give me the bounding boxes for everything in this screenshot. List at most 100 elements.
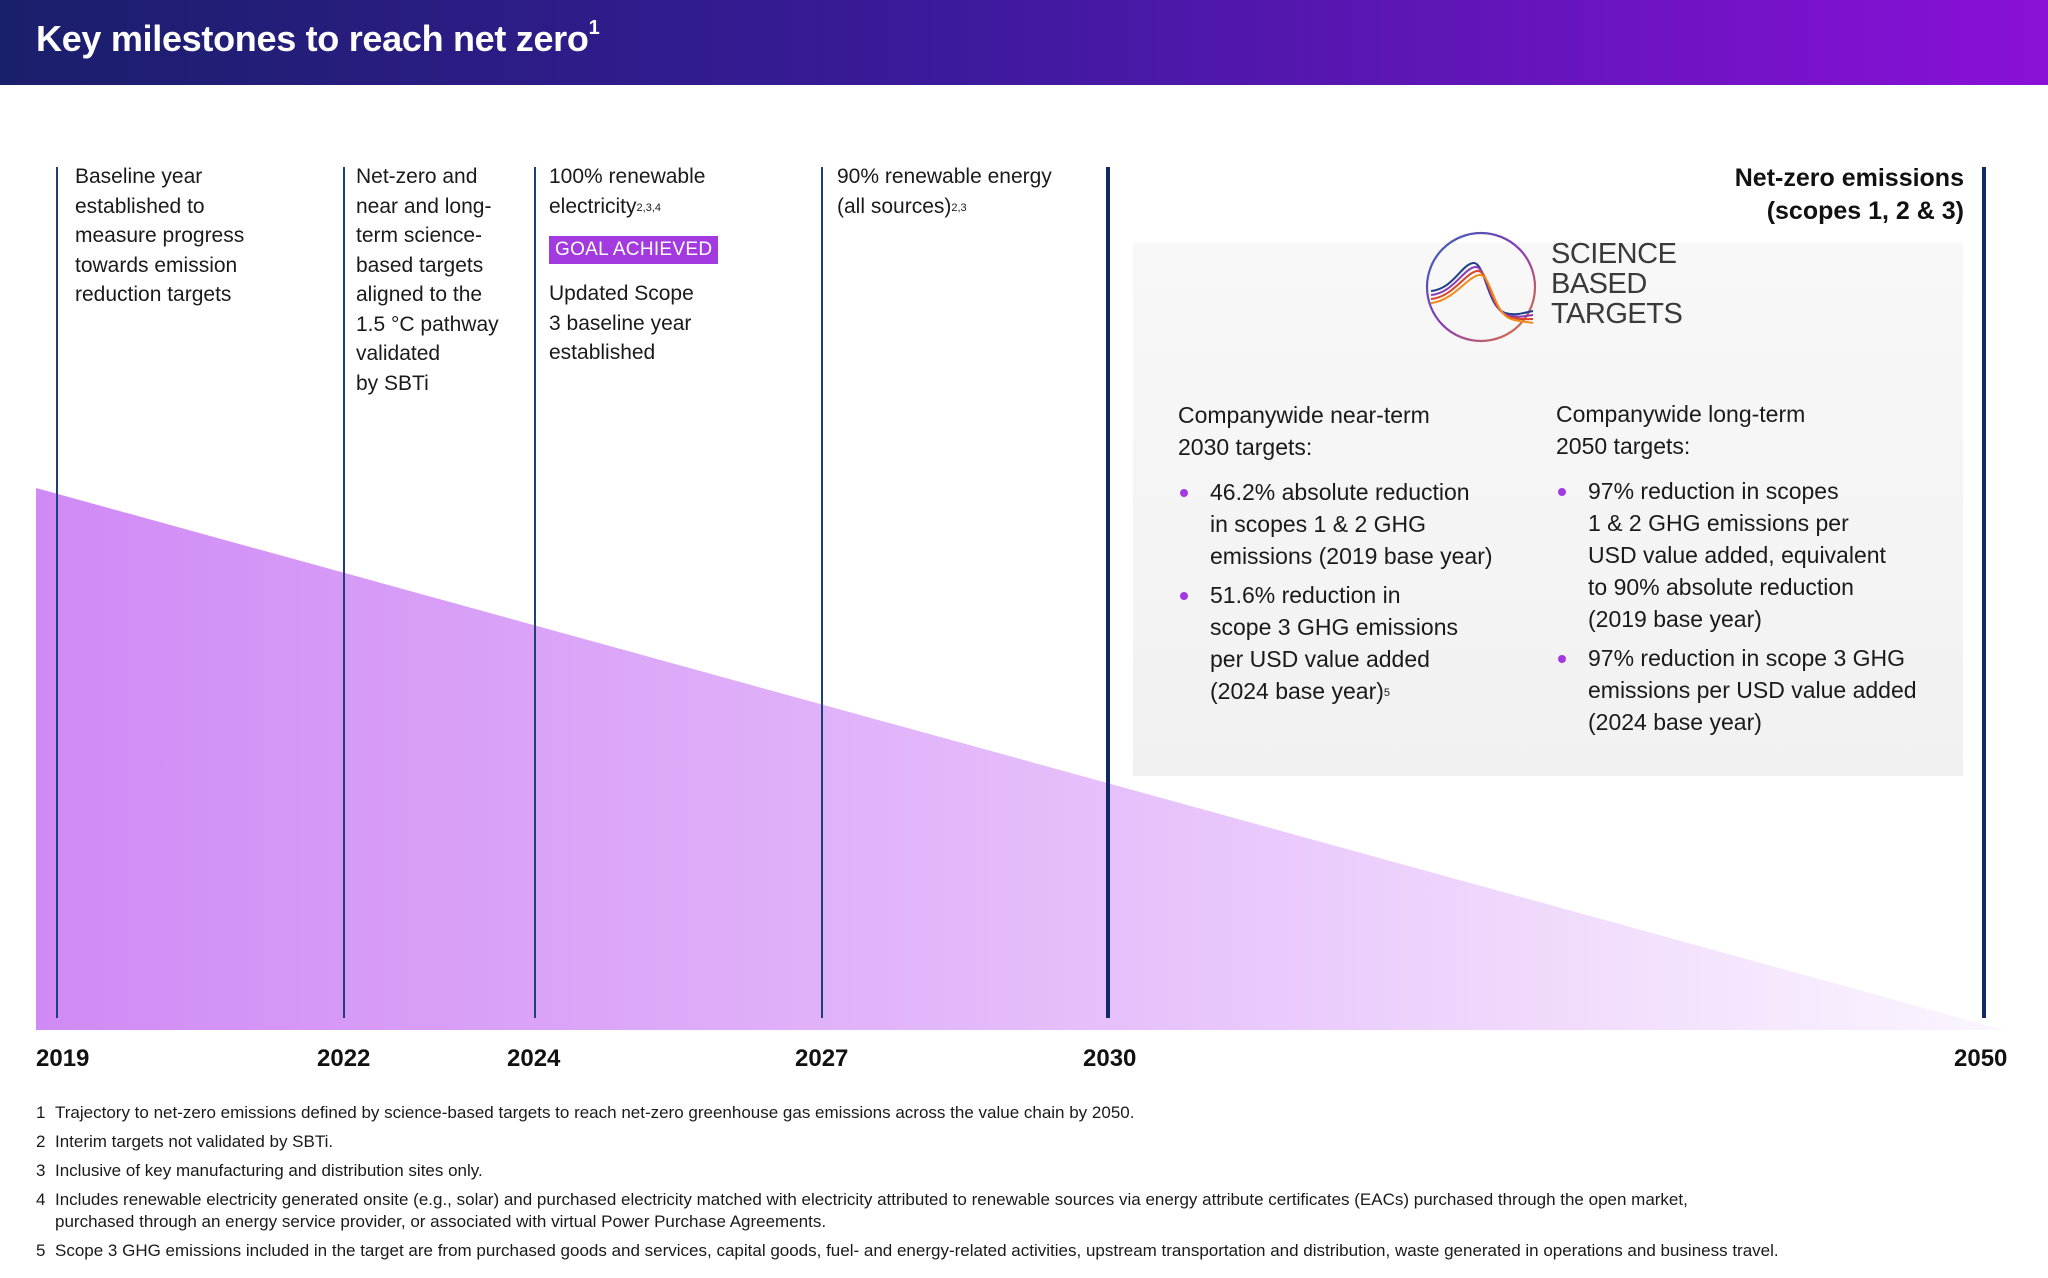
milestone-2024-line: 100% renewable xyxy=(549,165,706,188)
bullet-dot xyxy=(1180,489,1188,497)
timeline-line-2050 xyxy=(1982,167,1986,1018)
milestone-2027-line2-text: (all sources) xyxy=(837,194,952,218)
near-term-item-line: 51.6% reduction in xyxy=(1210,582,1401,608)
milestone-2022-line: aligned to the xyxy=(356,283,483,306)
year-label-2030: 2030 xyxy=(1083,1045,1137,1072)
long-term-item-line: (2019 base year) xyxy=(1588,606,1762,632)
timeline-line-2019 xyxy=(56,167,58,1018)
milestone-2027-line: 90% renewable energy xyxy=(837,165,1052,188)
near-term-item: 51.6% reduction in scope 3 GHG emissions… xyxy=(1178,579,1493,707)
near-term-item-line: (2024 base year)5 xyxy=(1210,675,1493,707)
header-banner: Key milestones to reach net zero1 xyxy=(0,0,2048,85)
footnote-text: Interim targets not validated by SBTi. xyxy=(55,1132,334,1151)
near-term-item-line: emissions (2019 base year) xyxy=(1210,543,1493,569)
long-term-heading-line: 2050 targets: xyxy=(1556,433,1691,459)
timeline-line-2022 xyxy=(343,167,345,1018)
near-term-item-line: 46.2% absolute reduction xyxy=(1210,479,1470,505)
footnote-number: 5 xyxy=(36,1241,46,1260)
milestone-2022-line: near and long- xyxy=(356,194,492,218)
long-term-item: 97% reduction in scopes 1 & 2 GHG emissi… xyxy=(1556,475,1917,635)
milestone-2024-extra-line: 3 baseline year xyxy=(549,311,692,335)
footnote: 2 Interim targets not validated by SBTi. xyxy=(36,1131,2026,1153)
footnote-text: Inclusive of key manufacturing and distr… xyxy=(55,1161,483,1180)
long-term-item-line: to 90% absolute reduction xyxy=(1588,574,1854,600)
sbt-logo-line: SCIENCE xyxy=(1551,238,1677,270)
net-zero-title-line: Net-zero emissions xyxy=(1734,164,1964,192)
long-term-item-line: 97% reduction in scopes xyxy=(1588,478,1839,504)
milestone-2019-line: measure progress xyxy=(75,224,245,247)
footnote-number: 4 xyxy=(36,1190,46,1209)
footnote: 5 Scope 3 GHG emissions included in the t… xyxy=(36,1240,2026,1262)
long-term-item-line: USD value added, equivalent xyxy=(1588,542,1886,568)
milestone-2024-extra: Updated Scope 3 baseline year establishe… xyxy=(549,279,694,368)
milestone-2024-line2-text: electricity xyxy=(549,194,637,218)
footnote-text: purchased through an energy service prov… xyxy=(55,1212,827,1231)
long-term-item-line: emissions per USD value added xyxy=(1588,677,1917,703)
year-label-2019: 2019 xyxy=(36,1045,90,1072)
footnote: 1 Trajectory to net-zero emissions define… xyxy=(36,1102,2026,1124)
year-label-2050: 2050 xyxy=(1954,1045,2008,1072)
milestone-2019-text: Baseline year established to measure pro… xyxy=(75,162,244,310)
near-term-item-line: in scopes 1 & 2 GHG xyxy=(1210,511,1427,537)
timeline-line-2027 xyxy=(821,167,823,1018)
near-term-item-line: per USD value added xyxy=(1210,646,1430,672)
milestone-2022-line: by SBTi xyxy=(356,371,429,395)
milestone-2024-extra-line: Updated Scope xyxy=(549,282,694,305)
footnote-ref: 2,3 xyxy=(951,201,967,214)
long-term-item-line: 97% reduction in scope 3 GHG xyxy=(1588,645,1906,671)
sbt-logo-line: BASED xyxy=(1551,268,1647,300)
milestone-2024-line: electricity2,3,4 xyxy=(549,192,705,222)
footnote-ref: 2,3,4 xyxy=(636,201,661,214)
net-zero-title: Net-zero emissions (scopes 1, 2 & 3) xyxy=(1735,162,1964,228)
milestone-2024-text: 100% renewable electricity2,3,4 xyxy=(549,162,705,221)
science-based-targets-icon xyxy=(1425,231,1537,343)
milestone-2019-line: towards emission xyxy=(75,253,238,277)
milestone-2024-extra-line: established xyxy=(549,341,656,364)
footnote-text: Scope 3 GHG emissions included in the ta… xyxy=(55,1241,1779,1260)
title-footnote-ref: 1 xyxy=(588,17,600,39)
bullet-dot xyxy=(1180,592,1188,600)
milestone-2022-text: Net-zero and near and long- term science… xyxy=(356,162,499,398)
goal-achieved-badge: GOAL ACHIEVED xyxy=(549,236,719,264)
footnote-number: 2 xyxy=(36,1132,46,1151)
page-title: Key milestones to reach net zero1 xyxy=(36,17,600,60)
footnote-text: Includes renewable electricity generated… xyxy=(55,1190,1688,1209)
year-label-2022: 2022 xyxy=(317,1045,371,1072)
net-zero-title-line: (scopes 1, 2 & 3) xyxy=(1766,197,1964,225)
footnote: 3 Inclusive of key manufacturing and dist… xyxy=(36,1160,2026,1182)
sbt-logo-text: SCIENCE BASED TARGETS xyxy=(1551,238,1683,330)
long-term-item-line: 1 & 2 GHG emissions per xyxy=(1588,510,1849,536)
footnotes: 1 Trajectory to net-zero emissions define… xyxy=(36,1102,2026,1269)
milestone-2022-line: 1.5 °C pathway xyxy=(356,312,499,336)
milestone-2022-line: Net-zero and xyxy=(356,165,478,188)
trajectory-area xyxy=(36,488,2004,1030)
year-label-2024: 2024 xyxy=(507,1045,561,1072)
footnote: 4 Includes renewable electricity generate… xyxy=(36,1189,2026,1233)
long-term-heading-line: Companywide long-term xyxy=(1556,401,1806,427)
footnote-ref: 5 xyxy=(1383,687,1391,699)
long-term-item: 97% reduction in scope 3 GHG emissions p… xyxy=(1556,642,1917,738)
near-term-item-text: (2024 base year) xyxy=(1210,678,1384,704)
milestone-2019-line: established to xyxy=(75,194,205,218)
long-term-item-line: (2024 base year) xyxy=(1588,709,1762,735)
footnote-text: Trajectory to net-zero emissions defined… xyxy=(55,1103,1135,1122)
footnote-number: 3 xyxy=(36,1161,46,1180)
timeline-line-2030 xyxy=(1106,167,1110,1018)
near-term-list: 46.2% absolute reduction in scopes 1 & 2… xyxy=(1178,476,1493,714)
emissions-trajectory-wedge xyxy=(36,488,2004,1030)
timeline-line-2024 xyxy=(534,167,536,1018)
milestone-2027-line: (all sources)2,3 xyxy=(837,192,1052,222)
year-label-2027: 2027 xyxy=(795,1045,849,1072)
page-title-text: Key milestones to reach net zero xyxy=(36,18,589,59)
near-term-heading-line: 2030 targets: xyxy=(1178,434,1313,460)
targets-panel xyxy=(1133,243,1963,776)
milestone-2022-line: term science- xyxy=(356,224,483,247)
footnote-number: 1 xyxy=(36,1103,46,1122)
milestone-2022-line: based targets xyxy=(356,253,484,277)
near-term-heading: Companywide near-term 2030 targets: xyxy=(1178,399,1430,463)
milestone-2022-line: validated xyxy=(356,342,441,365)
sbt-logo-line: TARGETS xyxy=(1551,298,1683,330)
long-term-list: 97% reduction in scopes 1 & 2 GHG emissi… xyxy=(1556,475,1917,745)
milestone-2019-line: reduction targets xyxy=(75,283,232,306)
near-term-heading-line: Companywide near-term xyxy=(1178,402,1430,428)
